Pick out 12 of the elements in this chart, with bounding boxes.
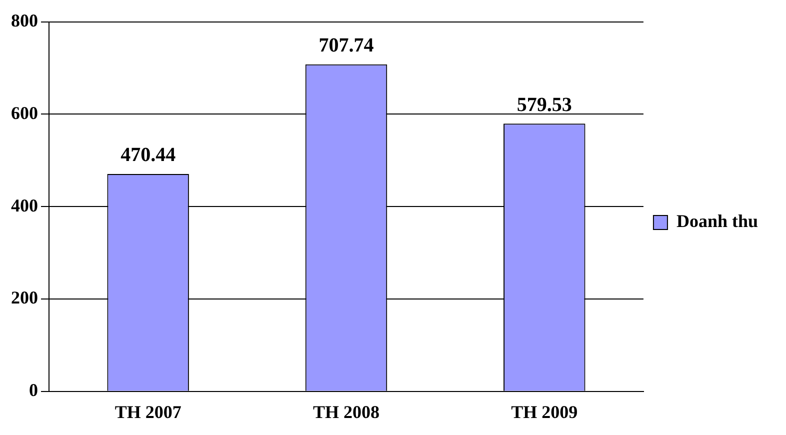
- y-tick-label: 0: [29, 380, 38, 400]
- x-tick-label: TH 2009: [511, 402, 578, 422]
- data-label: 707.74: [318, 34, 374, 57]
- y-tick-label: 600: [11, 102, 38, 123]
- y-tick-label: 800: [11, 10, 38, 30]
- x-tick-label: TH 2007: [114, 402, 182, 422]
- y-tick-label: 200: [11, 288, 38, 308]
- y-tick-label: 400: [11, 195, 38, 216]
- data-label: 579.53: [516, 94, 572, 116]
- legend-label: Doanh thu: [676, 211, 758, 232]
- x-tick-label: TH 2008: [312, 402, 380, 422]
- data-label: 470.44: [120, 144, 176, 166]
